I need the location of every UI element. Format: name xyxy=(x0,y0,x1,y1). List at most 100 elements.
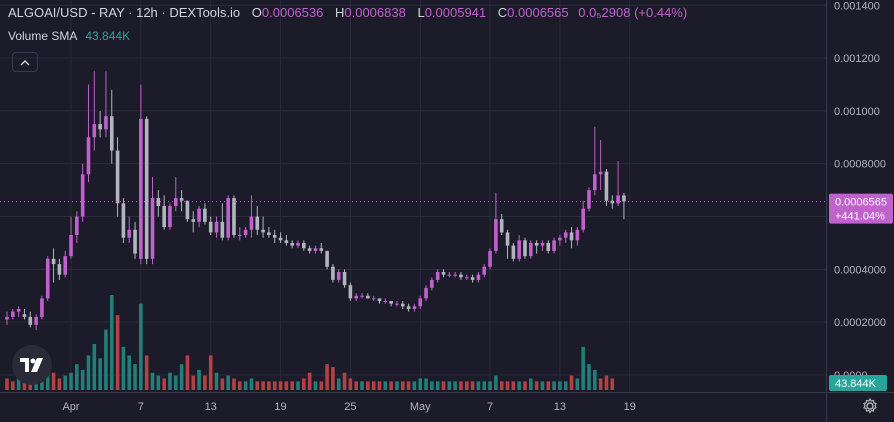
time-axis: Apr 7 13 19 25 May 7 13 19 xyxy=(62,401,635,413)
volume-bar xyxy=(203,375,207,390)
volume-bar xyxy=(523,381,527,390)
volume-bar xyxy=(593,369,597,390)
volume-bar xyxy=(243,381,248,390)
candle-body xyxy=(261,229,265,233)
volume-bar xyxy=(377,381,382,390)
volume-bar xyxy=(179,364,184,390)
volume-bar xyxy=(569,375,574,390)
volume-bar xyxy=(604,375,609,390)
volume-bar xyxy=(173,375,178,390)
volume-bar xyxy=(255,381,260,390)
volume-bar xyxy=(139,303,143,390)
candle-body xyxy=(412,306,417,309)
volume-bar xyxy=(371,381,376,390)
candle-body xyxy=(220,221,225,238)
candle-body xyxy=(383,301,388,303)
candle-body xyxy=(575,229,580,241)
candle-body xyxy=(371,298,376,300)
candle-body xyxy=(98,124,102,130)
volume-bar xyxy=(441,381,446,390)
high-value: 0.0006838 xyxy=(344,5,406,20)
volume-bar xyxy=(127,355,132,390)
volume-bar xyxy=(395,381,399,390)
candle-body xyxy=(179,198,184,201)
volume-bar xyxy=(313,381,318,390)
time-tick-label: 7 xyxy=(487,401,493,413)
candle-body xyxy=(156,198,161,206)
volume-bar xyxy=(325,364,329,390)
candle-body xyxy=(80,174,85,217)
volume-bar xyxy=(459,381,463,390)
collapse-legend-button[interactable] xyxy=(12,52,38,72)
candle-body xyxy=(622,195,626,202)
volume-bar xyxy=(331,366,335,390)
volume-bar xyxy=(354,381,358,390)
volume-bar xyxy=(92,343,97,390)
volume-bar xyxy=(435,381,440,390)
time-tick-label: 13 xyxy=(205,401,217,413)
candle-body xyxy=(616,195,620,204)
volume-bar xyxy=(447,381,452,390)
candle-body xyxy=(377,298,382,302)
candle-body xyxy=(331,266,335,280)
volume-bar xyxy=(412,381,417,390)
volume-bar xyxy=(249,378,254,390)
candle-body xyxy=(5,316,9,320)
candle-body xyxy=(598,171,603,175)
volume-bar xyxy=(156,375,161,390)
candle-body xyxy=(226,198,230,238)
volume-bar xyxy=(11,381,15,390)
close-label: C xyxy=(497,5,508,20)
symbol-title: ALGOAI/USD - RAY · 12h · DEXTools.io xyxy=(8,5,241,20)
volume-bar xyxy=(16,372,21,390)
volume-bar xyxy=(115,315,120,390)
volume-bar xyxy=(499,381,504,390)
candle-body xyxy=(22,314,27,317)
candle-body xyxy=(604,171,609,201)
candle-body xyxy=(459,274,463,278)
volume-bar xyxy=(552,381,556,390)
candle-body xyxy=(278,237,283,241)
price-tick-label: 0.001200 xyxy=(834,53,880,65)
candle-body xyxy=(197,208,201,222)
candle-body xyxy=(499,219,504,233)
current-price-label: 0.0006565 xyxy=(835,197,887,209)
candle-body xyxy=(34,316,38,325)
candle-body xyxy=(168,205,172,228)
candle-body xyxy=(354,295,358,299)
volume-bar xyxy=(342,372,347,390)
candlesticks xyxy=(5,71,626,331)
candle-body xyxy=(173,198,178,206)
volume-bar xyxy=(267,381,271,390)
volume-bar xyxy=(226,375,230,390)
candle-body xyxy=(447,274,452,276)
volume-bar xyxy=(261,381,265,390)
volume-bar xyxy=(575,378,580,390)
volume-bar xyxy=(563,381,568,390)
candle-body xyxy=(453,274,457,276)
candle-body xyxy=(482,266,487,275)
volume-bar xyxy=(208,355,213,390)
volume-bar xyxy=(290,381,294,390)
volume-bar xyxy=(238,381,242,390)
volume-bar xyxy=(529,378,533,390)
chevron-up-icon xyxy=(20,59,30,65)
settings-button[interactable] xyxy=(859,395,881,417)
time-tick-label: 25 xyxy=(344,401,356,413)
change-percent-label: +441.04% xyxy=(835,211,885,223)
candle-body xyxy=(162,205,166,228)
change-value: 0.0₅2908 (+0.44%) xyxy=(578,5,688,20)
gear-icon xyxy=(863,398,877,414)
volume-bar xyxy=(476,381,481,390)
open-label: O xyxy=(251,5,262,20)
candle-body xyxy=(342,272,347,286)
time-tick-label: 13 xyxy=(554,401,566,413)
candle-body xyxy=(418,298,423,307)
candle-body xyxy=(45,258,50,299)
tradingview-logo[interactable] xyxy=(12,345,52,385)
price-tick-label: 0.001000 xyxy=(834,106,880,118)
volume-bar xyxy=(109,295,114,390)
volume-sma-label: Volume SMA xyxy=(8,29,78,43)
